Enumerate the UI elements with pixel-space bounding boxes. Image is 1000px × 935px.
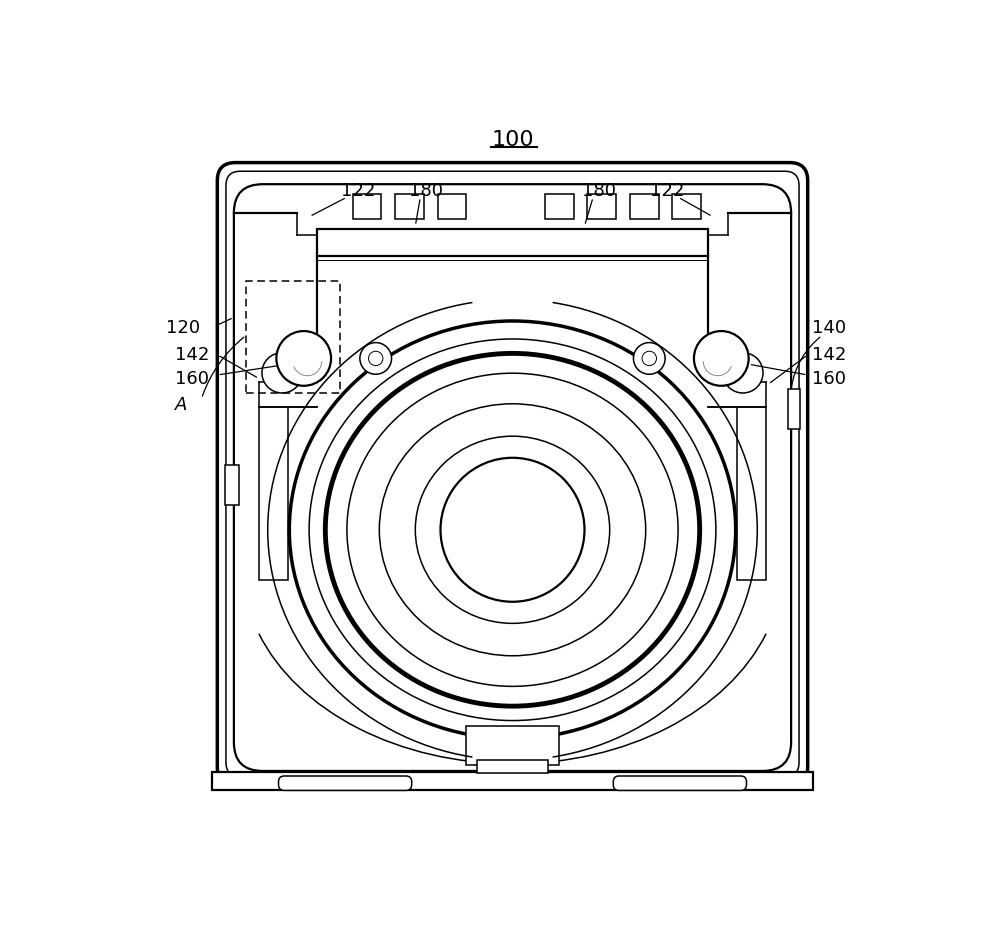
- Text: 160: 160: [812, 369, 846, 388]
- Ellipse shape: [325, 353, 700, 706]
- Text: 142: 142: [812, 346, 846, 364]
- Bar: [259, 408, 288, 580]
- Ellipse shape: [415, 436, 610, 624]
- Text: A: A: [175, 396, 188, 414]
- Bar: [545, 194, 574, 219]
- Circle shape: [633, 342, 665, 374]
- FancyBboxPatch shape: [613, 776, 746, 790]
- Bar: [587, 194, 616, 219]
- Circle shape: [441, 458, 584, 602]
- Text: 160: 160: [175, 369, 209, 388]
- Circle shape: [276, 331, 331, 386]
- Circle shape: [642, 352, 656, 366]
- Bar: [395, 194, 424, 219]
- Bar: [630, 194, 659, 219]
- Bar: [438, 194, 466, 219]
- Text: 142: 142: [175, 346, 209, 364]
- FancyBboxPatch shape: [217, 163, 808, 785]
- Bar: [672, 194, 701, 219]
- Ellipse shape: [379, 404, 646, 655]
- Ellipse shape: [347, 373, 678, 686]
- Text: 100: 100: [491, 130, 534, 150]
- Bar: [212, 772, 813, 790]
- Circle shape: [262, 352, 302, 393]
- Bar: [353, 194, 381, 219]
- Bar: [737, 408, 766, 580]
- Bar: [246, 281, 340, 393]
- Text: 140: 140: [812, 319, 846, 338]
- Circle shape: [369, 352, 383, 366]
- Bar: [788, 389, 800, 429]
- Circle shape: [360, 342, 392, 374]
- Text: 120: 120: [166, 319, 201, 338]
- FancyBboxPatch shape: [234, 184, 791, 771]
- Bar: [477, 760, 548, 773]
- Bar: [225, 465, 239, 505]
- Text: 122: 122: [341, 182, 375, 200]
- Text: 180: 180: [582, 182, 616, 200]
- Ellipse shape: [289, 321, 736, 739]
- Circle shape: [723, 352, 763, 393]
- Bar: [317, 229, 708, 256]
- Text: 180: 180: [409, 182, 443, 200]
- Text: 122: 122: [650, 182, 684, 200]
- Circle shape: [694, 331, 749, 386]
- Ellipse shape: [309, 339, 716, 721]
- Bar: [466, 726, 559, 765]
- FancyBboxPatch shape: [279, 776, 412, 790]
